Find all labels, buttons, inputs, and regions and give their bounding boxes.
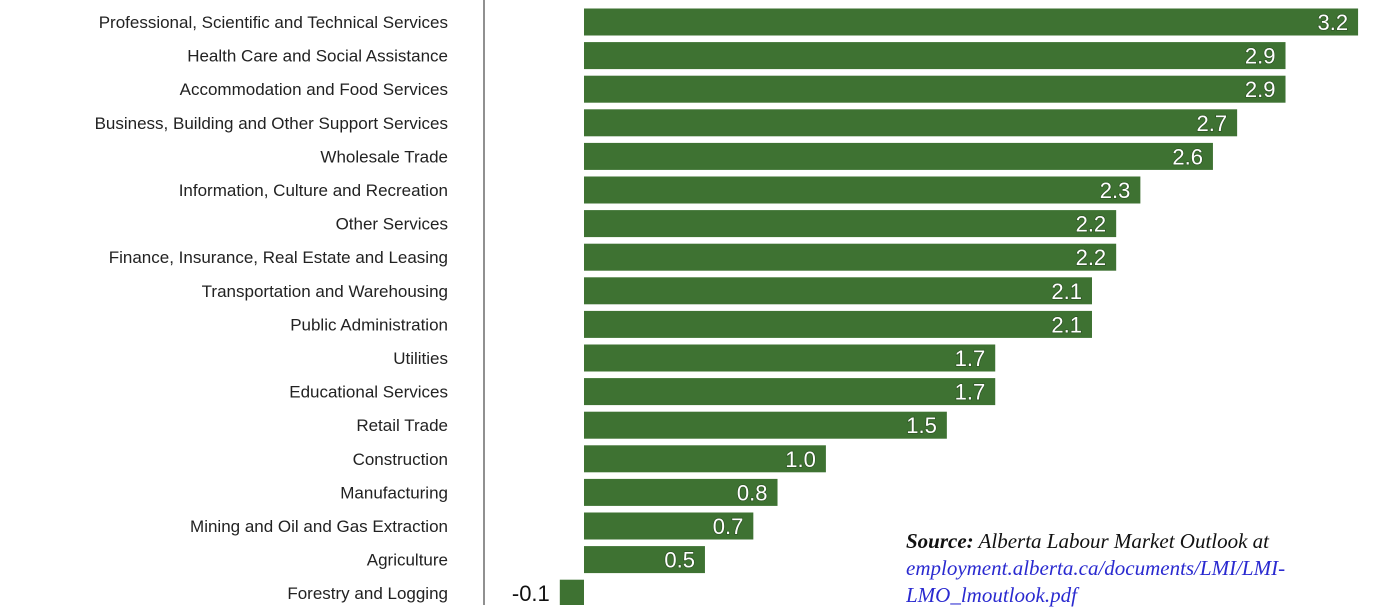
value-label: -0.1 xyxy=(512,581,550,605)
category-label: Other Services xyxy=(336,215,448,234)
source-note: Source: Alberta Labour Market Outlook at… xyxy=(906,528,1380,609)
bar xyxy=(584,546,705,574)
category-label: Forestry and Logging xyxy=(287,584,448,603)
category-labels-group: Professional, Scientific and Technical S… xyxy=(95,13,448,603)
category-label: Educational Services xyxy=(289,383,448,402)
value-label: 2.7 xyxy=(1197,111,1228,136)
bar xyxy=(584,142,1213,170)
bars-group xyxy=(559,8,1359,605)
category-label: Agriculture xyxy=(367,551,448,570)
value-label: 1.0 xyxy=(785,447,816,472)
value-label: 2.1 xyxy=(1051,312,1082,337)
category-label: Retail Trade xyxy=(356,416,448,435)
source-link-line-1[interactable]: employment.alberta.ca/documents/LMI/LMI- xyxy=(906,556,1286,580)
bar xyxy=(584,8,1359,36)
category-label: Business, Building and Other Support Ser… xyxy=(95,114,448,133)
category-label: Accommodation and Food Services xyxy=(180,80,448,99)
category-label: Construction xyxy=(353,450,448,469)
source-text: Alberta Labour Market Outlook at xyxy=(973,529,1270,553)
value-label: 2.9 xyxy=(1245,77,1276,102)
source-link[interactable]: employment.alberta.ca/documents/LMI/LMI-… xyxy=(906,555,1380,609)
value-labels-group: 3.2 2.9 2.9 2.7 2.6 2.3 2.2 2.2 2.1 2.1 1.7 1.7 1.5 1… xyxy=(512,9,1349,605)
value-label: 0.7 xyxy=(713,514,744,539)
value-label: 1.7 xyxy=(955,346,986,371)
category-label: Wholesale Trade xyxy=(320,147,448,166)
source-link-line-2[interactable]: LMO_lmoutlook.pdf xyxy=(906,583,1077,607)
category-label: Mining and Oil and Gas Extraction xyxy=(190,517,448,536)
value-label: 2.6 xyxy=(1172,144,1203,169)
bar xyxy=(584,210,1117,238)
bar xyxy=(584,243,1117,271)
bar xyxy=(584,411,947,439)
value-label: 2.2 xyxy=(1076,245,1107,270)
category-label: Professional, Scientific and Technical S… xyxy=(99,13,448,32)
value-label: 2.1 xyxy=(1051,279,1082,304)
category-label: Finance, Insurance, Real Estate and Leas… xyxy=(109,248,448,267)
bar xyxy=(584,478,778,506)
category-label: Utilities xyxy=(393,349,448,368)
value-label: 2.2 xyxy=(1076,212,1107,237)
source-label: Source: xyxy=(906,529,974,553)
source-line-1: Source: Alberta Labour Market Outlook at xyxy=(906,528,1380,555)
category-label: Manufacturing xyxy=(340,483,448,502)
value-label: 0.8 xyxy=(737,480,768,505)
value-label: 3.2 xyxy=(1317,10,1348,35)
value-label: 1.5 xyxy=(906,413,937,438)
value-label: 0.5 xyxy=(664,548,695,573)
value-label: 2.3 xyxy=(1100,178,1131,203)
bar xyxy=(559,579,584,605)
value-label: 2.9 xyxy=(1245,44,1276,69)
bar xyxy=(584,277,1092,305)
bar xyxy=(584,75,1286,103)
category-label: Transportation and Warehousing xyxy=(202,282,448,301)
bar xyxy=(584,344,996,372)
category-label: Health Care and Social Assistance xyxy=(187,47,448,66)
bar xyxy=(584,512,754,540)
bar xyxy=(584,378,996,406)
bar xyxy=(584,310,1092,338)
category-label: Information, Culture and Recreation xyxy=(179,181,448,200)
bar xyxy=(584,176,1141,204)
value-label: 1.7 xyxy=(955,380,986,405)
bar xyxy=(584,109,1238,137)
category-label: Public Administration xyxy=(290,315,448,334)
bar xyxy=(584,42,1286,70)
bar xyxy=(584,445,826,473)
